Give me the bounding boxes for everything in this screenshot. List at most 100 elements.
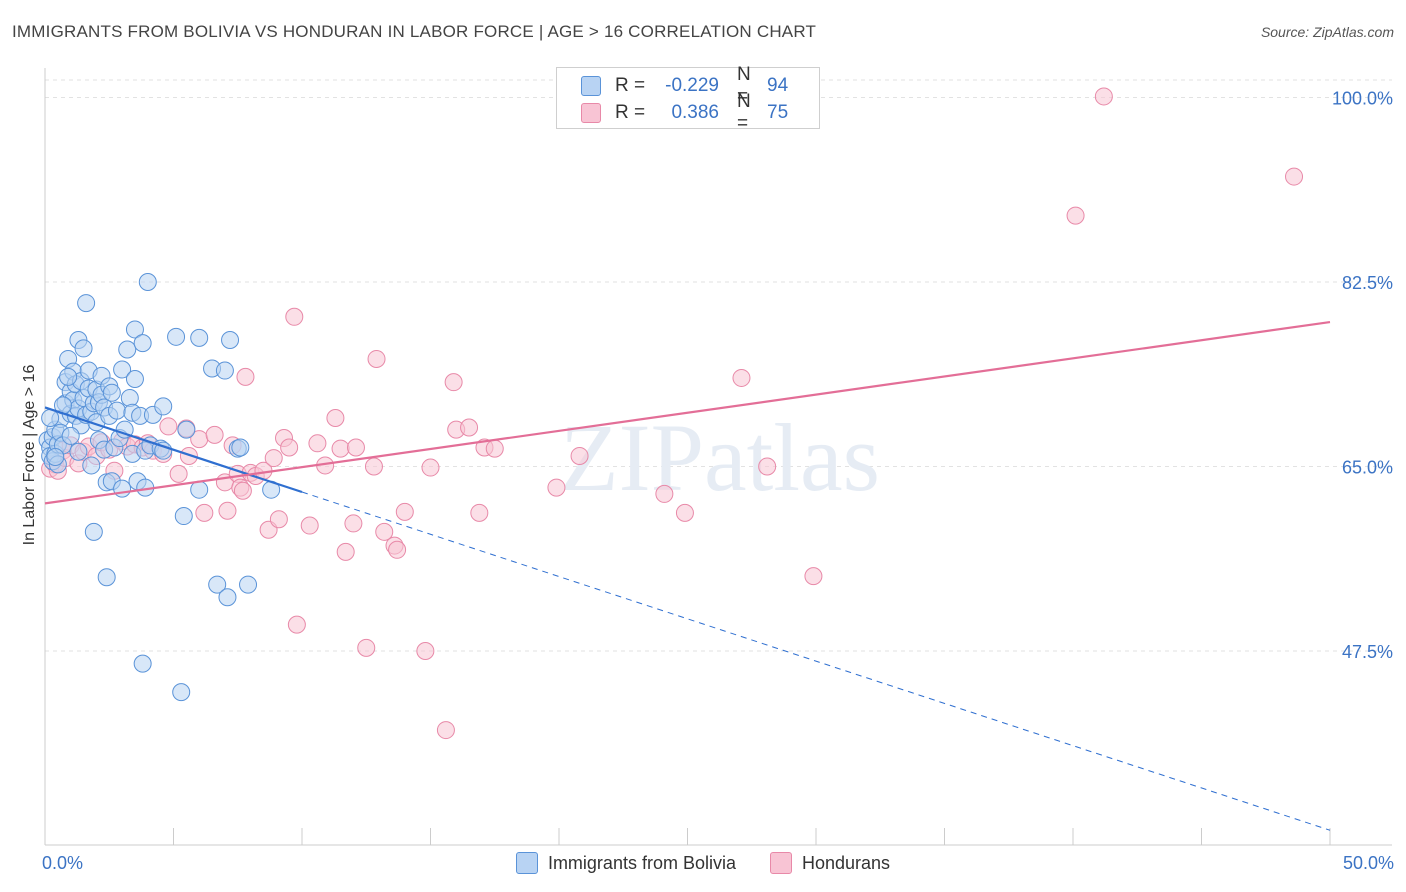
honduran-point: [367, 349, 386, 368]
honduran-point: [236, 367, 255, 386]
y-axis-label: In Labor Force | Age > 16: [21, 364, 38, 546]
honduran-point: [326, 409, 345, 428]
honduran-point: [395, 502, 414, 521]
bolivia-point: [190, 480, 209, 499]
grid-layer: [45, 79, 1392, 652]
correlation-legend: R = -0.229 N = 94 R = 0.386 N = 75: [556, 64, 820, 134]
honduran-point: [388, 540, 407, 559]
bolivia-point: [133, 654, 152, 673]
bolivia-point: [138, 273, 157, 291]
watermark: ZIPatlas: [560, 404, 880, 511]
bolivia-point: [154, 397, 173, 416]
honduran-point: [1285, 167, 1304, 186]
honduran-point: [285, 307, 304, 326]
bolivia-point: [115, 420, 134, 439]
honduran-trend-line: [44, 320, 1331, 505]
points-layer: [38, 87, 1304, 740]
honduran-point: [218, 501, 237, 520]
honduran-point: [159, 417, 178, 436]
bolivia-point: [215, 361, 234, 380]
honduran-point: [655, 484, 674, 503]
honduran-point: [485, 439, 504, 458]
bolivia-point: [125, 320, 144, 339]
honduran-point: [570, 446, 589, 465]
honduran-point: [732, 368, 751, 387]
series-label-hondurans: Hondurans: [801, 852, 891, 873]
legend-r-label: R =: [615, 75, 646, 96]
bolivia-point: [231, 438, 250, 457]
honduran-point: [804, 567, 823, 586]
honduran-point: [421, 458, 440, 477]
honduran-point: [169, 464, 188, 483]
bolivia-point: [118, 340, 137, 359]
bolivia-point: [102, 383, 121, 402]
bolivia-point: [84, 522, 103, 541]
legend-n-value: 75: [767, 102, 789, 123]
legend-swatch-pink: [581, 103, 601, 123]
bolivia-point: [208, 575, 227, 594]
y-tick-label: 82.5%: [1342, 273, 1393, 293]
y-tick-labels: 47.5% 65.0% 82.5% 100.0%: [1332, 89, 1393, 663]
legend-row-hondurans: R = 0.386 N = 75: [581, 91, 807, 134]
honduran-point: [1066, 206, 1085, 225]
bolivia-point: [69, 442, 88, 461]
legend-row-bolivia: R = -0.229 N = 94: [581, 64, 807, 107]
bolivia-point: [190, 328, 209, 347]
series-swatch-blue: [515, 852, 538, 874]
series-legend-bolivia[interactable]: Immigrants from Bolivia: [515, 852, 736, 874]
bolivia-point: [113, 479, 132, 498]
honduran-point: [195, 503, 214, 522]
chart-title: IMMIGRANTS FROM BOLIVIA VS HONDURAN IN L…: [12, 22, 817, 41]
x-tick-label-min: 0.0%: [42, 853, 84, 873]
bolivia-point: [82, 456, 101, 475]
bolivia-trend-line: [44, 406, 303, 494]
honduran-point: [205, 425, 224, 444]
bolivia-point: [97, 568, 116, 587]
bolivia-point: [218, 588, 237, 607]
legend-n-label: N =: [737, 91, 751, 134]
honduran-point: [416, 642, 435, 660]
source-label: Source: ZipAtlas.com: [1260, 24, 1394, 40]
honduran-point: [470, 503, 489, 522]
honduran-point: [444, 373, 463, 392]
honduran-point: [233, 481, 252, 500]
honduran-point: [308, 434, 327, 453]
bolivia-point: [46, 448, 65, 467]
legend-n-value: 94: [767, 75, 789, 96]
bolivia-point: [59, 367, 78, 386]
honduran-point: [758, 457, 777, 476]
series-swatch-pink: [769, 852, 792, 874]
bolivia-point: [174, 507, 193, 526]
bolivia-point: [221, 330, 240, 349]
honduran-point: [675, 503, 694, 522]
honduran-point: [269, 510, 288, 529]
bolivia-point: [113, 360, 132, 379]
honduran-point: [357, 638, 376, 657]
honduran-point: [280, 438, 299, 457]
legend-r-value: 0.386: [671, 102, 719, 123]
series-label-bolivia: Immigrants from Bolivia: [547, 852, 736, 873]
honduran-point: [436, 721, 455, 740]
bolivia-point: [133, 334, 152, 353]
honduran-point: [300, 516, 319, 535]
honduran-point: [331, 439, 350, 458]
honduran-point: [460, 418, 479, 437]
bolivia-point: [167, 327, 186, 346]
legend-r-label: R =: [615, 102, 646, 123]
bolivia-point: [172, 683, 191, 702]
x-tick-label-max: 50.0%: [1342, 853, 1394, 873]
honduran-point: [375, 522, 394, 541]
series-legend-hondurans[interactable]: Hondurans: [769, 852, 891, 874]
bolivia-trend-extension: [301, 491, 1331, 831]
legend-r-value: -0.229: [665, 75, 719, 96]
series-legend: Immigrants from Bolivia Hondurans: [0, 852, 1406, 874]
honduran-point: [364, 457, 383, 476]
honduran-point: [264, 449, 283, 468]
trend-layer: [44, 320, 1331, 831]
bolivia-point: [239, 575, 258, 594]
legend-n-label: N =: [737, 64, 751, 107]
legend-swatch-blue: [581, 76, 601, 96]
bolivia-point: [74, 339, 93, 358]
bolivia-point: [61, 426, 80, 445]
